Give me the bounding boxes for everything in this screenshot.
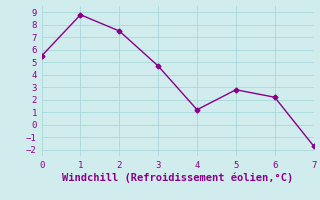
X-axis label: Windchill (Refroidissement éolien,°C): Windchill (Refroidissement éolien,°C) <box>62 173 293 183</box>
